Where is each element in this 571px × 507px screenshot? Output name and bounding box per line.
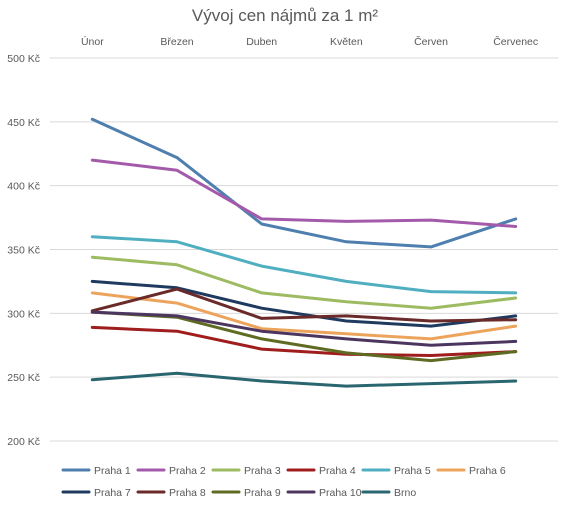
series-line-praha-3 — [90, 255, 518, 310]
legend-label: Praha 8 — [169, 487, 206, 499]
series-line-praha-1 — [90, 117, 518, 249]
legend-item: Praha 3 — [211, 465, 281, 477]
series-line-praha-5 — [90, 235, 518, 295]
x-category-label: Květen — [330, 36, 363, 48]
legend-item: Praha 5 — [361, 465, 431, 477]
legend-label: Praha 2 — [169, 465, 206, 477]
x-category-label: Červenec — [493, 35, 538, 48]
y-tick-label: 200 Kč — [7, 436, 40, 448]
series-line-praha-4 — [90, 325, 518, 357]
y-tick-label: 350 Kč — [7, 245, 40, 257]
y-tick-label: 500 Kč — [7, 53, 40, 65]
x-category-label: Únor — [81, 35, 104, 48]
y-tick-label: 450 Kč — [7, 117, 40, 129]
legend-label: Praha 10 — [319, 487, 362, 499]
legend-label: Praha 1 — [94, 465, 131, 477]
legend-label: Praha 5 — [394, 465, 431, 477]
legend-item: Praha 10 — [286, 487, 362, 499]
legend-label: Praha 3 — [244, 465, 281, 477]
legend-item: Praha 8 — [136, 487, 206, 499]
legend-label: Praha 6 — [469, 465, 506, 477]
legend: Praha 1 Praha 2 Praha 3 Praha 4 Praha 5 Praha… — [61, 465, 506, 499]
y-axis-ticks: 200 Kč 250 Kč 300 Kč 350 Kč 400 Kč 450 Kč 500 … — [7, 53, 40, 448]
series-lines — [90, 117, 518, 388]
legend-label: Brno — [394, 487, 416, 499]
legend-item: Brno — [361, 487, 416, 499]
legend-label: Praha 4 — [319, 465, 356, 477]
legend-item: Praha 7 — [61, 487, 131, 499]
series-line-praha-7 — [90, 279, 518, 328]
y-tick-label: 400 Kč — [7, 181, 40, 193]
legend-item: Praha 9 — [211, 487, 281, 499]
chart-title: Vývoj cen nájmů za 1 m² — [192, 6, 378, 25]
x-category-label: Červen — [414, 35, 448, 48]
series-line-praha-2 — [90, 158, 518, 228]
series-line-praha-6 — [90, 291, 518, 341]
legend-item: Praha 2 — [136, 465, 206, 477]
legend-item: Praha 6 — [436, 465, 506, 477]
series-line-praha-10 — [90, 310, 518, 347]
x-category-label: Březen — [160, 36, 193, 48]
x-category-label: Duben — [246, 36, 277, 48]
series-line-praha-8 — [90, 287, 518, 323]
y-tick-label: 250 Kč — [7, 372, 40, 384]
legend-item: Praha 4 — [286, 465, 356, 477]
x-axis-categories: Únor Březen Duben Květen Červen Červenec — [81, 35, 538, 48]
legend-label: Praha 7 — [94, 487, 131, 499]
legend-label: Praha 9 — [244, 487, 281, 499]
legend-item: Praha 1 — [61, 465, 131, 477]
series-line-brno — [90, 371, 518, 388]
y-tick-label: 300 Kč — [7, 308, 40, 320]
